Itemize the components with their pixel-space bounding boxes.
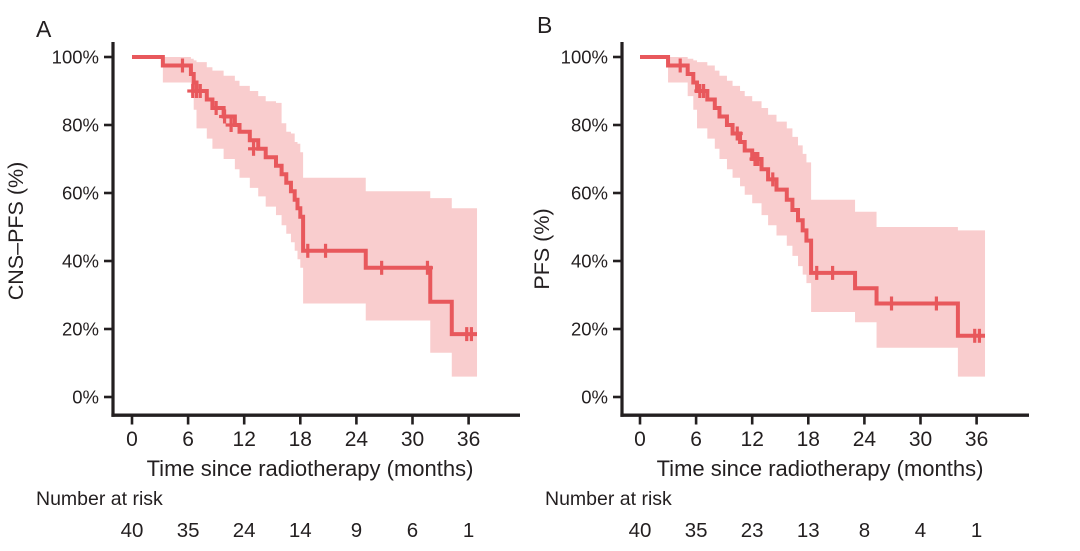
risk-count: 1 [463,519,474,542]
risk-count: 4 [915,519,926,542]
panel-letter: B [537,12,552,38]
risk-count: 1 [971,519,982,542]
y-tick-label: 40% [571,251,608,272]
y-tick-label: 40% [62,251,99,272]
x-tick-label: 36 [965,428,988,451]
y-tick-label: 0% [72,387,99,408]
x-tick-label: 6 [182,428,194,451]
number-at-risk-label: Number at risk [545,488,672,510]
x-tick-label: 36 [457,428,480,451]
x-tick-label: 12 [741,428,764,451]
x-tick-label: 18 [289,428,312,451]
risk-count: 35 [685,519,708,542]
y-axis-label: CNS–PFS (%) [4,162,28,301]
x-tick-label: 12 [233,428,256,451]
y-tick-label: 100% [561,47,608,68]
x-tick-label: 0 [126,428,138,451]
risk-count: 35 [177,519,200,542]
risk-count: 23 [741,519,764,542]
x-axis-label: Time since radiotherapy (months) [657,456,984,481]
risk-count: 24 [233,519,256,542]
confidence-band [162,57,478,377]
x-axis-label: Time since radiotherapy (months) [147,456,474,481]
x-tick-label: 30 [401,428,424,451]
x-tick-label: 0 [634,428,646,451]
risk-count: 9 [351,519,362,542]
y-tick-label: 60% [62,183,99,204]
x-tick-label: 30 [909,428,932,451]
risk-count: 8 [859,519,870,542]
risk-count: 6 [407,519,418,542]
km-panel-a: 0% 20% 40% 60% 80% 100% 0 6 12 18 24 30 36 Time since… [4,16,520,542]
risk-count: 13 [797,519,820,542]
risk-count: 40 [629,519,652,542]
risk-count: 40 [121,519,144,542]
risk-count: 14 [289,519,312,542]
y-tick-label: 80% [571,115,608,136]
x-tick-label: 6 [690,428,702,451]
y-tick-label: 80% [62,115,99,136]
y-axis-label: PFS (%) [530,208,554,289]
y-tick-label: 0% [581,387,608,408]
confidence-band [668,57,986,377]
x-tick-label: 18 [797,428,820,451]
y-tick-label: 60% [571,183,608,204]
x-tick-label: 24 [853,428,877,451]
x-tick-label: 24 [345,428,369,451]
panel-letter: A [36,16,52,42]
y-tick-label: 20% [571,319,608,340]
y-tick-label: 20% [62,319,99,340]
number-at-risk-label: Number at risk [36,488,163,510]
y-tick-label: 100% [52,47,99,68]
